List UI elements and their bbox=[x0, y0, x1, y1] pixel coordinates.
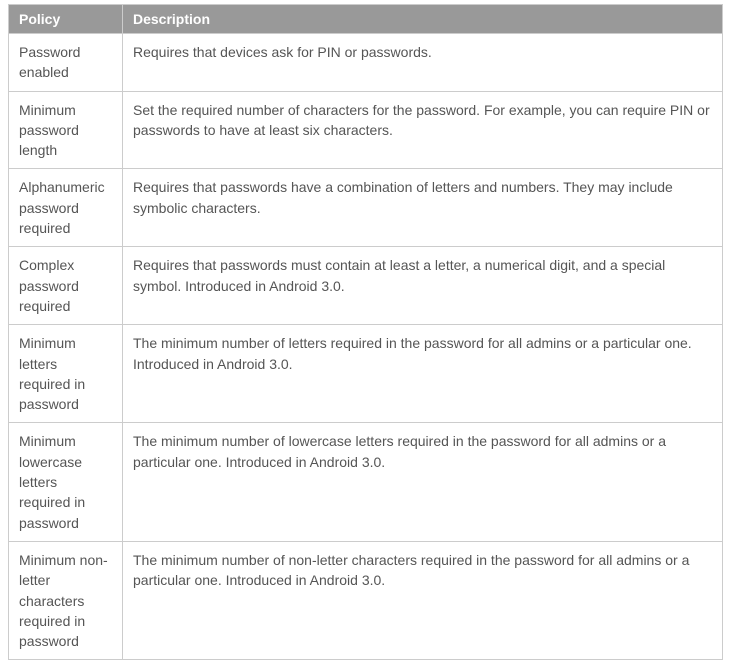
description-cell: The minimum number of non-letter charact… bbox=[123, 541, 723, 659]
table-row: Minimum password length Set the required… bbox=[9, 91, 723, 169]
table-header-row: Policy Description bbox=[9, 5, 723, 34]
description-cell: Requires that passwords must contain at … bbox=[123, 247, 723, 325]
policy-cell: Minimum non-letter characters required i… bbox=[9, 541, 123, 659]
table-row: Minimum non-letter characters required i… bbox=[9, 541, 723, 659]
policy-cell: Complex password required bbox=[9, 247, 123, 325]
header-policy: Policy bbox=[9, 5, 123, 34]
table-row: Complex password required Requires that … bbox=[9, 247, 723, 325]
description-cell: The minimum number of letters required i… bbox=[123, 325, 723, 423]
policy-cell: Password enabled bbox=[9, 34, 123, 92]
description-cell: Requires that devices ask for PIN or pas… bbox=[123, 34, 723, 92]
table-row: Minimum letters required in password The… bbox=[9, 325, 723, 423]
description-cell: Requires that passwords have a combinati… bbox=[123, 169, 723, 247]
policy-cell: Minimum lowercase letters required in pa… bbox=[9, 423, 123, 541]
header-description: Description bbox=[123, 5, 723, 34]
table-row: Minimum lowercase letters required in pa… bbox=[9, 423, 723, 541]
table-row: Password enabled Requires that devices a… bbox=[9, 34, 723, 92]
policy-cell: Minimum letters required in password bbox=[9, 325, 123, 423]
description-cell: The minimum number of lowercase letters … bbox=[123, 423, 723, 541]
policy-table: Policy Description Password enabled Requ… bbox=[8, 4, 723, 660]
policy-table-container: Policy Description Password enabled Requ… bbox=[0, 0, 731, 660]
policy-cell: Minimum password length bbox=[9, 91, 123, 169]
description-cell: Set the required number of characters fo… bbox=[123, 91, 723, 169]
policy-cell: Alphanumeric password required bbox=[9, 169, 123, 247]
table-row: Alphanumeric password required Requires … bbox=[9, 169, 723, 247]
